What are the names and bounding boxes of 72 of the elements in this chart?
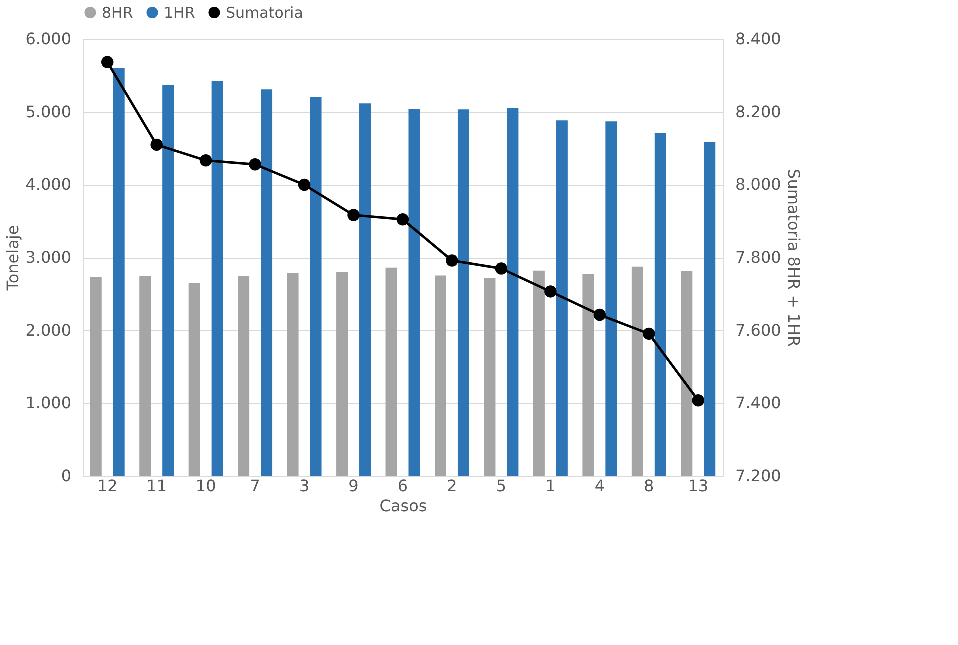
y-tick-label: 1.000 xyxy=(26,394,72,413)
bar xyxy=(458,110,470,476)
bar xyxy=(654,133,666,476)
bar xyxy=(90,278,102,476)
bar xyxy=(113,68,125,476)
bar xyxy=(336,272,348,476)
bar xyxy=(140,276,152,476)
x-tick-label: 11 xyxy=(146,476,168,496)
bar xyxy=(507,108,519,476)
y2-tick-label: 7.400 xyxy=(736,394,782,413)
legend-label: Sumatoria xyxy=(226,4,304,22)
point xyxy=(643,328,656,340)
point xyxy=(396,214,410,226)
legend-label: 1HR xyxy=(164,4,196,22)
bar xyxy=(435,276,446,476)
bar xyxy=(556,120,568,476)
x-tick-label: 8 xyxy=(644,476,654,496)
y2-axis-title: Sumatoria 8HR + 1HR xyxy=(784,169,804,347)
x-tick-label: 13 xyxy=(688,476,709,496)
y2-tick-label: 7.800 xyxy=(736,248,782,267)
x-tick-label: 10 xyxy=(196,476,216,496)
bar xyxy=(238,276,250,476)
bar xyxy=(162,85,174,476)
point xyxy=(101,56,114,68)
point xyxy=(298,178,311,192)
x-tick-label: 9 xyxy=(348,476,359,496)
y-tick-label: 4.000 xyxy=(26,175,72,194)
x-tick-label: 7 xyxy=(250,476,260,496)
bar xyxy=(212,81,224,476)
point xyxy=(446,254,458,267)
point xyxy=(348,209,360,222)
point xyxy=(692,394,705,407)
y2-tick-label: 7.200 xyxy=(736,466,782,486)
x-tick-label: 3 xyxy=(299,476,310,496)
bar xyxy=(360,104,371,476)
x-tick-label: 1 xyxy=(546,476,556,496)
bar xyxy=(484,278,496,476)
x-tick-label: 12 xyxy=(97,476,118,496)
point xyxy=(249,158,262,171)
bar xyxy=(408,109,420,476)
x-axis-title: Casos xyxy=(380,496,428,516)
y-tick-label: 0 xyxy=(61,466,72,486)
point xyxy=(495,262,508,275)
bar xyxy=(533,270,545,476)
x-tick-label: 6 xyxy=(398,476,408,496)
y-tick-label: 6.000 xyxy=(26,30,72,48)
bar xyxy=(704,142,716,476)
bar xyxy=(287,273,299,476)
bar xyxy=(310,96,322,476)
y-axis-title: Tonelaje xyxy=(4,225,23,292)
bar xyxy=(261,90,273,476)
bar xyxy=(386,268,398,476)
point xyxy=(150,138,163,152)
x-tick-label: 4 xyxy=(594,476,606,496)
y-tick-label: 2.000 xyxy=(26,320,72,340)
y2-tick-label: 8.000 xyxy=(736,175,782,194)
bar xyxy=(582,274,594,476)
point xyxy=(200,154,212,167)
y-tick-label: 3.000 xyxy=(26,248,72,267)
y2-tick-label: 8.200 xyxy=(736,102,782,122)
point xyxy=(544,286,557,298)
x-tick-label: 5 xyxy=(496,476,507,496)
y2-tick-label: 7.600 xyxy=(736,320,782,340)
bar xyxy=(681,271,693,476)
x-tick-label: 2 xyxy=(447,476,458,496)
point xyxy=(594,308,606,322)
y-tick-label: 5.000 xyxy=(26,102,72,122)
bar xyxy=(188,284,200,476)
bar xyxy=(606,122,618,476)
legend-label: 8HR xyxy=(102,4,134,22)
y2-tick-label: 8.400 xyxy=(736,30,782,48)
bar xyxy=(632,266,644,476)
